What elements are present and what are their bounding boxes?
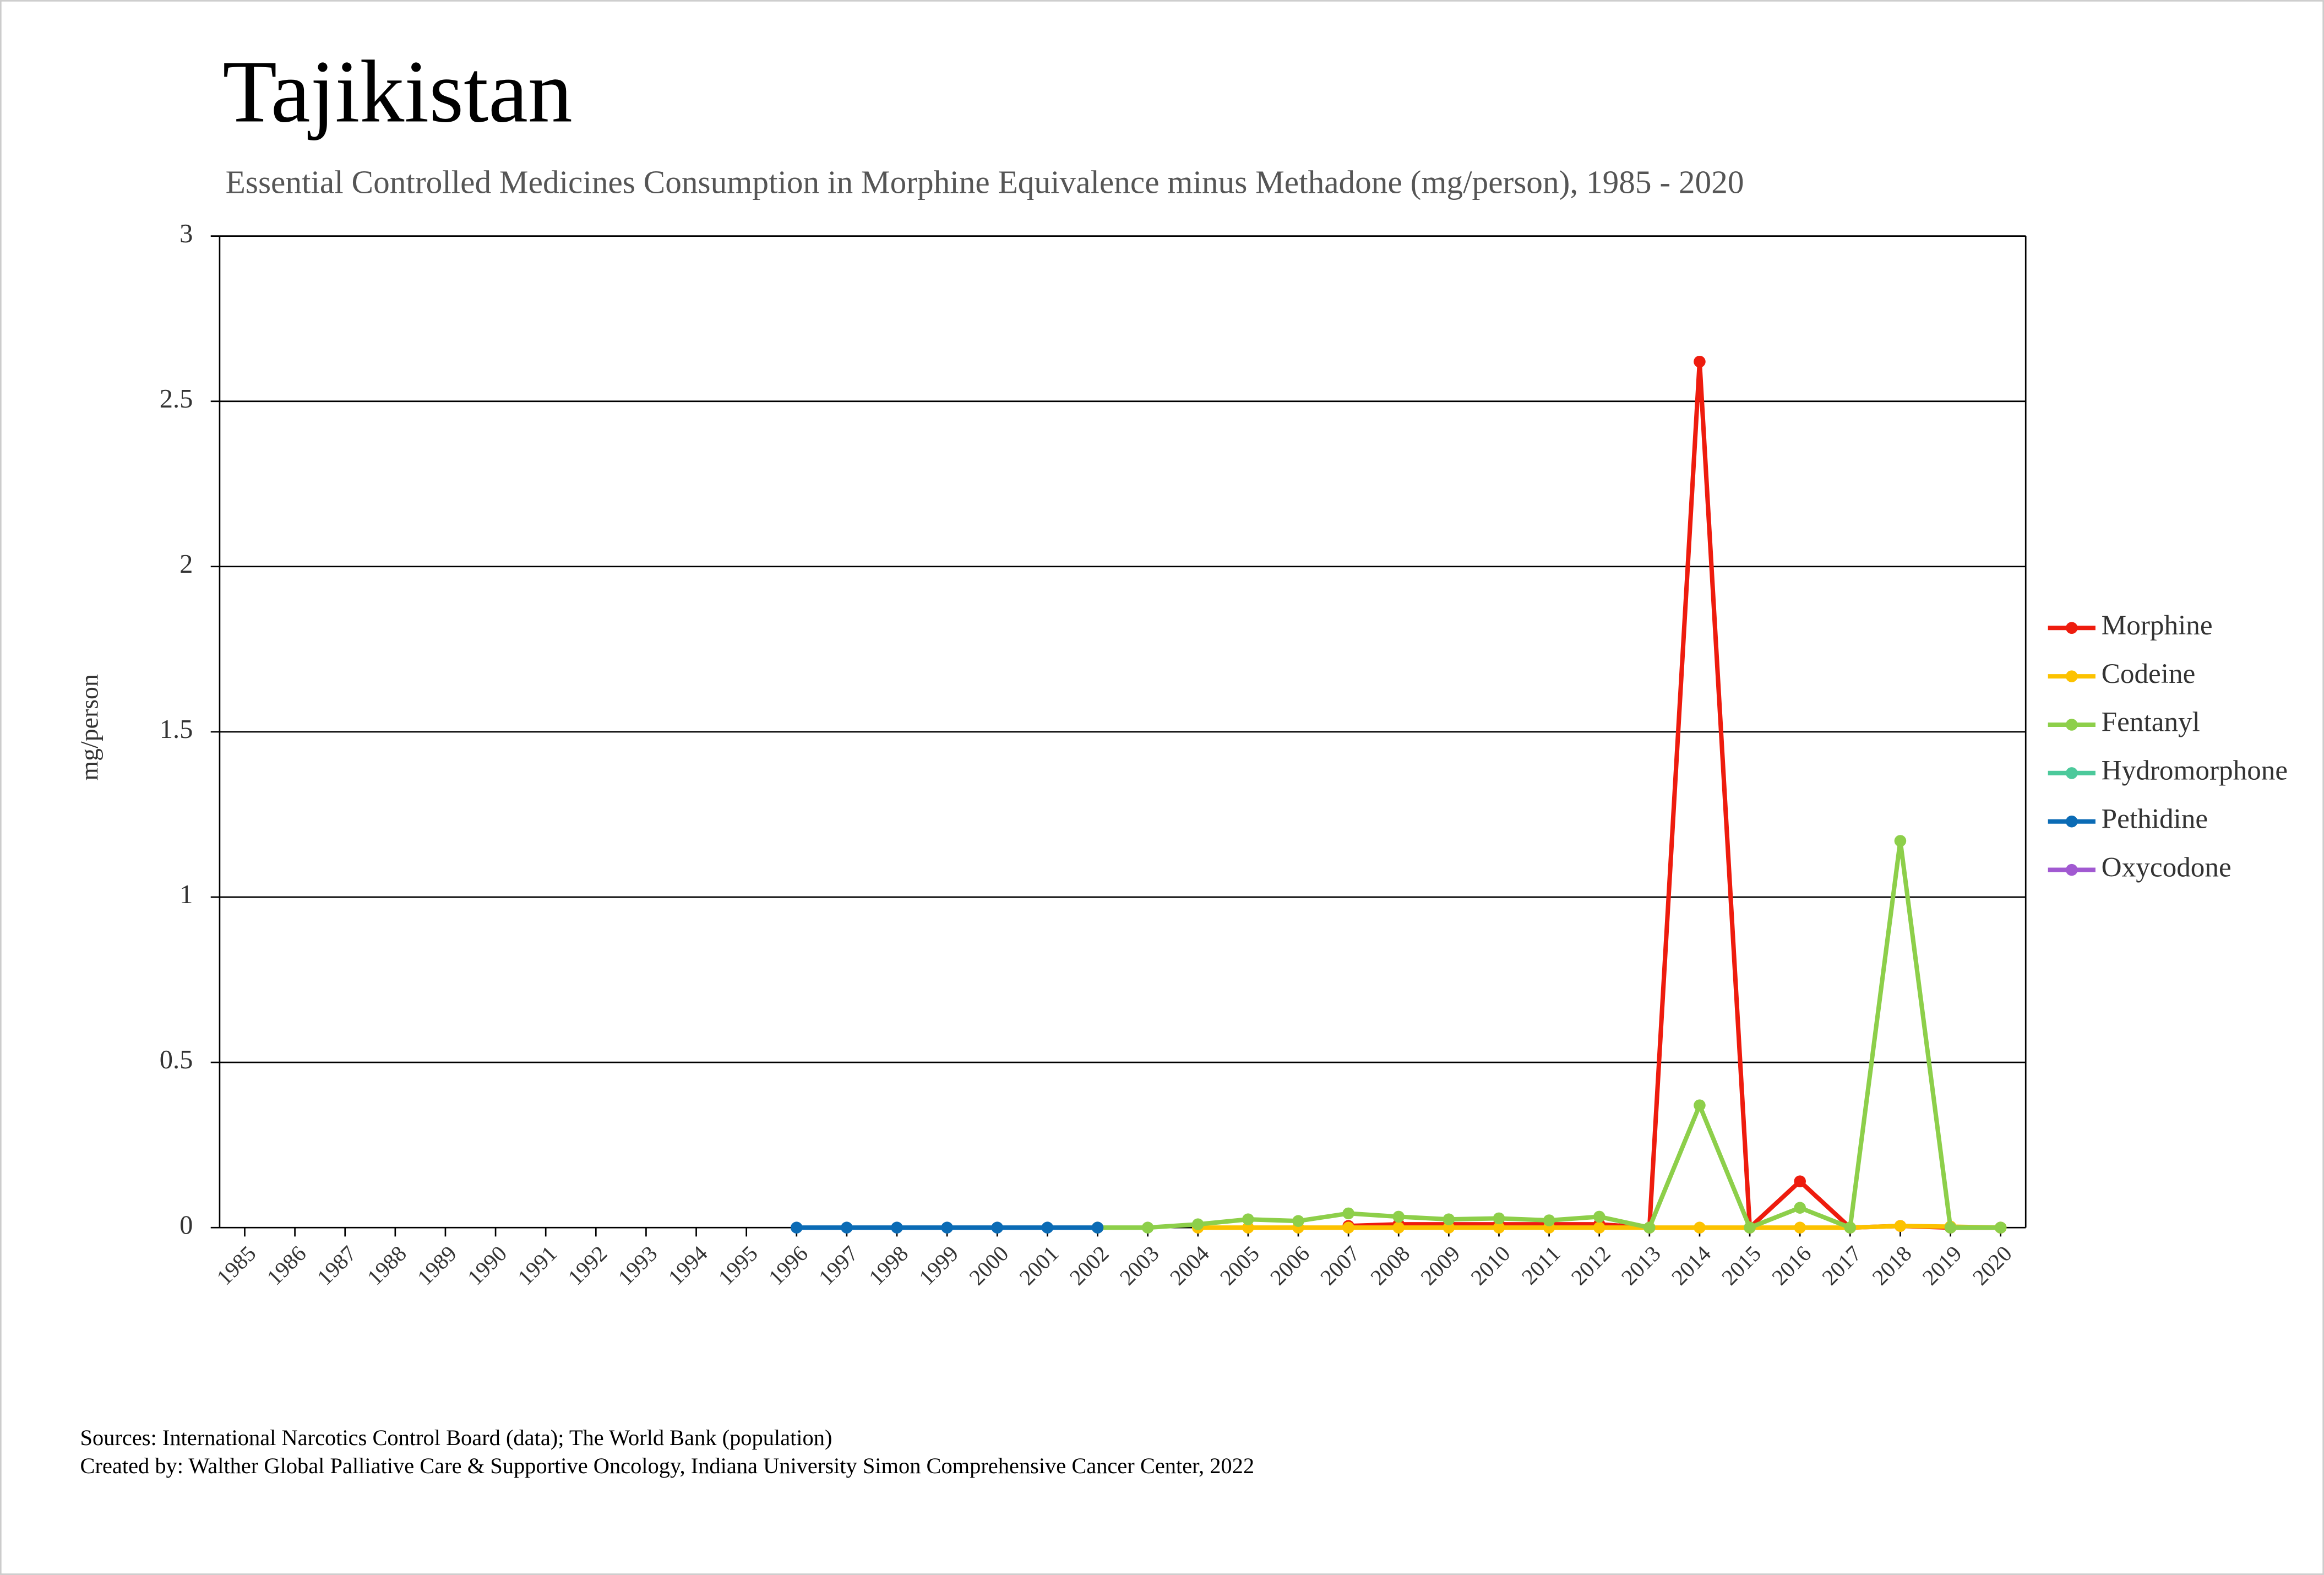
legend-label: Hydromorphone xyxy=(2102,755,2288,786)
point xyxy=(1944,1221,1957,1234)
point xyxy=(1794,1221,1806,1234)
legend-marker xyxy=(2066,767,2078,779)
y-tick-label: 3 xyxy=(179,219,193,248)
point xyxy=(891,1221,903,1234)
point xyxy=(1342,1207,1354,1220)
point xyxy=(1593,1210,1605,1223)
point xyxy=(1292,1215,1304,1227)
point xyxy=(1894,835,1907,847)
point xyxy=(1543,1214,1555,1226)
point xyxy=(1392,1210,1405,1223)
point xyxy=(1041,1221,1054,1234)
point xyxy=(991,1221,1004,1234)
point xyxy=(1744,1221,1756,1234)
point xyxy=(1141,1221,1154,1234)
y-tick-label: 0 xyxy=(179,1210,193,1240)
y-tick-label: 1.5 xyxy=(160,715,193,744)
point xyxy=(1443,1213,1455,1225)
point xyxy=(1694,1221,1706,1234)
y-tick-label: 1 xyxy=(179,880,193,909)
point xyxy=(1593,1221,1605,1234)
point xyxy=(1794,1175,1806,1187)
point xyxy=(1392,1221,1405,1234)
point xyxy=(1794,1202,1806,1214)
point xyxy=(1242,1213,1254,1225)
point xyxy=(1342,1221,1354,1234)
point xyxy=(791,1221,803,1234)
legend-label: Fentanyl xyxy=(2102,707,2200,738)
footer: Created by: Walther Global Palliative Ca… xyxy=(80,1453,1255,1478)
point xyxy=(1994,1221,2007,1234)
legend-marker xyxy=(2066,815,2078,828)
point xyxy=(1493,1212,1505,1225)
footer: Sources: International Narcotics Control… xyxy=(80,1425,832,1450)
point xyxy=(1091,1221,1104,1234)
point xyxy=(1242,1221,1254,1234)
point xyxy=(941,1221,953,1234)
point xyxy=(1191,1218,1204,1230)
legend-marker xyxy=(2066,622,2078,634)
y-tick-label: 2.5 xyxy=(160,384,193,414)
legend-marker xyxy=(2066,863,2078,876)
point xyxy=(841,1221,853,1234)
point xyxy=(1643,1221,1656,1234)
legend-label: Pethidine xyxy=(2102,803,2208,834)
legend-label: Codeine xyxy=(2102,658,2196,689)
point xyxy=(1443,1221,1455,1234)
point xyxy=(1844,1221,1857,1234)
point xyxy=(1694,1099,1706,1111)
y-tick-label: 2 xyxy=(179,550,193,579)
point xyxy=(1694,355,1706,368)
y-tick-label: 0.5 xyxy=(160,1045,193,1074)
chart-subtitle: Essential Controlled Medicines Consumpti… xyxy=(226,164,1744,200)
legend-label: Morphine xyxy=(2102,610,2213,641)
point xyxy=(1493,1221,1505,1234)
point xyxy=(1894,1220,1907,1232)
chart-title: Tajikistan xyxy=(222,42,572,140)
legend-marker xyxy=(2066,719,2078,731)
legend-label: Oxycodone xyxy=(2102,851,2232,883)
y-axis-label: mg/person xyxy=(75,674,104,780)
legend-marker xyxy=(2066,670,2078,682)
